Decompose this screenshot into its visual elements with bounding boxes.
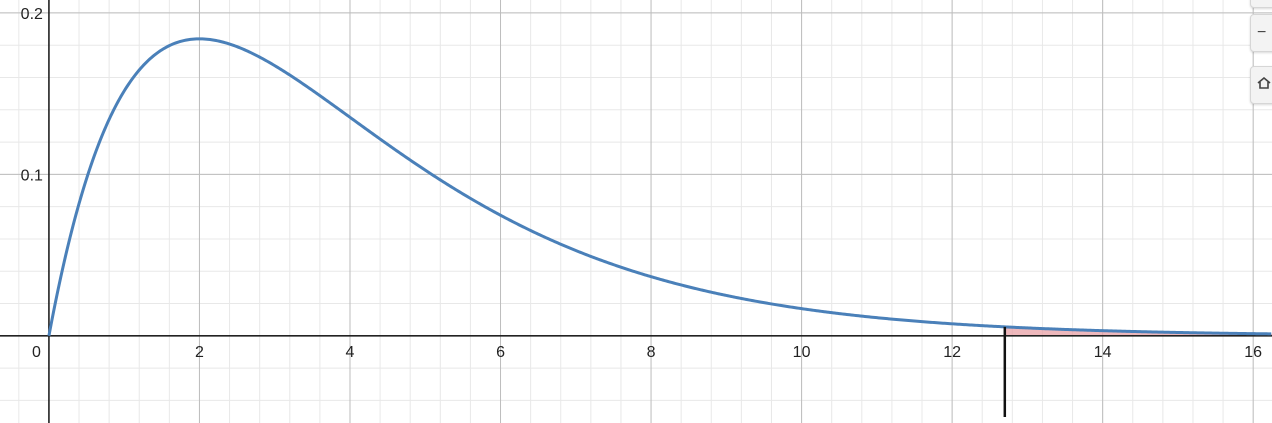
x-tick-label: 2: [195, 344, 204, 361]
x-tick-label: 10: [793, 344, 811, 361]
x-tick-label: 4: [346, 344, 355, 361]
home-icon: [1257, 76, 1271, 94]
zoom-in-button[interactable]: +: [1250, 0, 1272, 8]
x-tick-label: 14: [1094, 344, 1112, 361]
minus-icon: −: [1257, 24, 1267, 41]
y-tick-label: 0.2: [21, 6, 43, 23]
x-tick-label: 12: [943, 344, 961, 361]
x-tick-label: 6: [496, 344, 505, 361]
home-button[interactable]: [1250, 66, 1272, 104]
x-tick-label: 8: [647, 344, 656, 361]
x-tick-labels: 2 4 6 8 10 12 14 16: [195, 344, 1262, 361]
zoom-out-button[interactable]: −: [1250, 14, 1272, 52]
origin-label: 0: [32, 344, 41, 361]
y-tick-label: 0.1: [21, 167, 43, 184]
y-tick-labels: 0.1 0.2: [21, 6, 43, 184]
x-tick-label: 16: [1244, 344, 1262, 361]
density-curve: [47, 37, 1272, 337]
